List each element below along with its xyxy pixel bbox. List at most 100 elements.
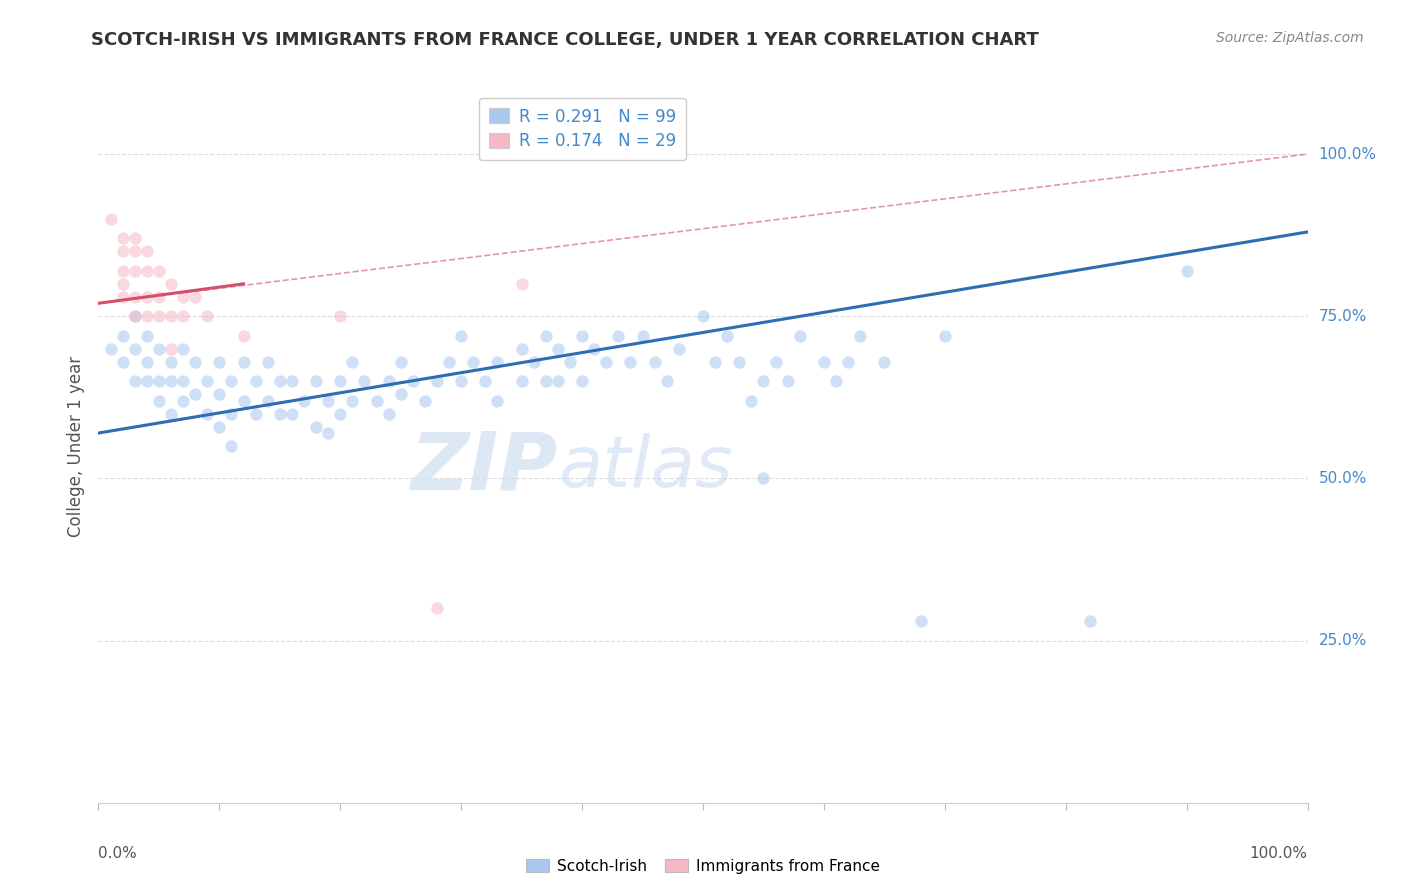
Point bbox=[740, 393, 762, 408]
Point bbox=[353, 374, 375, 388]
Point bbox=[184, 354, 207, 368]
Point bbox=[437, 354, 460, 368]
Point bbox=[752, 471, 775, 485]
Point bbox=[377, 374, 399, 388]
Point bbox=[716, 328, 738, 343]
Point bbox=[534, 328, 557, 343]
Point bbox=[704, 354, 727, 368]
Point bbox=[450, 328, 472, 343]
Point bbox=[329, 374, 352, 388]
Point bbox=[571, 328, 593, 343]
Point bbox=[135, 244, 157, 259]
Point bbox=[124, 310, 146, 324]
Point bbox=[510, 277, 533, 291]
Point bbox=[776, 374, 799, 388]
Point bbox=[426, 601, 449, 615]
Point bbox=[208, 354, 231, 368]
Point bbox=[135, 374, 157, 388]
Point bbox=[413, 393, 436, 408]
Point bbox=[402, 374, 425, 388]
Point bbox=[837, 354, 859, 368]
Point bbox=[111, 354, 134, 368]
Point bbox=[269, 374, 291, 388]
Point bbox=[595, 354, 617, 368]
Y-axis label: College, Under 1 year: College, Under 1 year bbox=[66, 355, 84, 537]
Point bbox=[668, 342, 690, 356]
Point bbox=[160, 277, 183, 291]
Point bbox=[329, 407, 352, 421]
Point bbox=[124, 310, 146, 324]
Point bbox=[583, 342, 606, 356]
Point bbox=[292, 393, 315, 408]
Point bbox=[208, 387, 231, 401]
Point bbox=[111, 290, 134, 304]
Text: atlas: atlas bbox=[558, 433, 733, 502]
Point bbox=[510, 342, 533, 356]
Point bbox=[135, 264, 157, 278]
Point bbox=[184, 290, 207, 304]
Point bbox=[316, 425, 339, 440]
Point bbox=[305, 419, 328, 434]
Point bbox=[873, 354, 896, 368]
Point bbox=[148, 310, 170, 324]
Text: 50.0%: 50.0% bbox=[1319, 471, 1367, 486]
Point bbox=[389, 354, 412, 368]
Point bbox=[221, 439, 243, 453]
Point bbox=[148, 342, 170, 356]
Point bbox=[232, 393, 254, 408]
Point bbox=[135, 354, 157, 368]
Point bbox=[135, 328, 157, 343]
Point bbox=[765, 354, 787, 368]
Point bbox=[160, 310, 183, 324]
Point bbox=[160, 342, 183, 356]
Point bbox=[316, 393, 339, 408]
Point bbox=[692, 310, 714, 324]
Point bbox=[728, 354, 751, 368]
Point bbox=[184, 387, 207, 401]
Point bbox=[172, 342, 194, 356]
Point bbox=[534, 374, 557, 388]
Point bbox=[221, 407, 243, 421]
Point bbox=[789, 328, 811, 343]
Point bbox=[100, 211, 122, 226]
Point bbox=[366, 393, 388, 408]
Point bbox=[631, 328, 654, 343]
Point bbox=[160, 374, 183, 388]
Point bbox=[463, 354, 485, 368]
Point bbox=[221, 374, 243, 388]
Point bbox=[910, 614, 932, 628]
Point bbox=[124, 231, 146, 245]
Point bbox=[232, 354, 254, 368]
Point bbox=[849, 328, 872, 343]
Text: 75.0%: 75.0% bbox=[1319, 309, 1367, 324]
Point bbox=[245, 374, 267, 388]
Point bbox=[269, 407, 291, 421]
Point bbox=[172, 310, 194, 324]
Point bbox=[135, 290, 157, 304]
Point bbox=[172, 290, 194, 304]
Point bbox=[111, 264, 134, 278]
Legend: Scotch-Irish, Immigrants from France: Scotch-Irish, Immigrants from France bbox=[520, 853, 886, 880]
Text: 25.0%: 25.0% bbox=[1319, 633, 1367, 648]
Point bbox=[305, 374, 328, 388]
Point bbox=[825, 374, 848, 388]
Point bbox=[486, 354, 509, 368]
Text: 0.0%: 0.0% bbox=[98, 846, 138, 861]
Point bbox=[644, 354, 666, 368]
Point bbox=[135, 310, 157, 324]
Point bbox=[148, 264, 170, 278]
Point bbox=[148, 290, 170, 304]
Point bbox=[256, 393, 278, 408]
Point bbox=[426, 374, 449, 388]
Point bbox=[160, 407, 183, 421]
Point bbox=[486, 393, 509, 408]
Point bbox=[342, 393, 364, 408]
Point bbox=[148, 374, 170, 388]
Point bbox=[547, 342, 569, 356]
Point bbox=[547, 374, 569, 388]
Point bbox=[100, 342, 122, 356]
Point bbox=[607, 328, 630, 343]
Text: 100.0%: 100.0% bbox=[1319, 146, 1376, 161]
Point bbox=[474, 374, 496, 388]
Point bbox=[111, 231, 134, 245]
